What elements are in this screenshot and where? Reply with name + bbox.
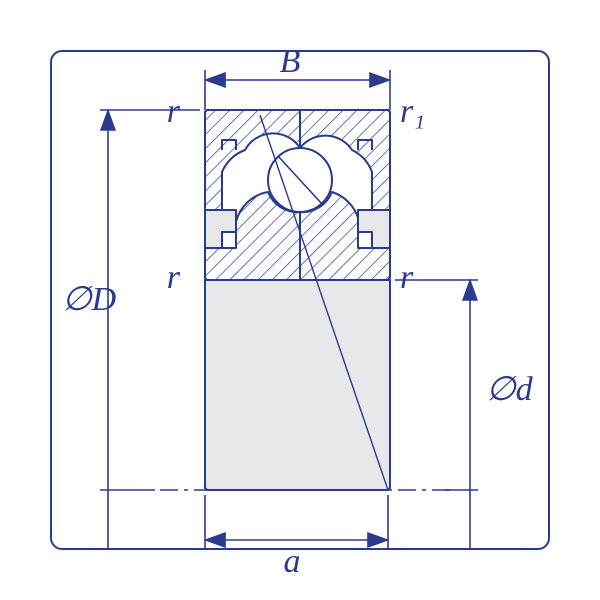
dimension-D bbox=[100, 110, 200, 548]
label-r-mid-right: r bbox=[400, 259, 414, 296]
label-r-mid-left: r bbox=[167, 259, 181, 296]
label-B: B bbox=[280, 43, 301, 80]
label-D: ∅D bbox=[62, 281, 117, 318]
dimension-a bbox=[205, 495, 388, 548]
label-a: a bbox=[284, 543, 301, 580]
inner-ring-solid bbox=[205, 280, 390, 490]
label-r-top-left: r bbox=[167, 93, 181, 130]
dimension-d bbox=[395, 280, 478, 548]
bearing-diagram: B ∅D ∅d a r r₁ r r bbox=[0, 0, 600, 600]
label-r-top-right: r₁ bbox=[400, 93, 425, 130]
bearing-section bbox=[205, 110, 390, 490]
label-d: ∅d bbox=[486, 371, 534, 408]
